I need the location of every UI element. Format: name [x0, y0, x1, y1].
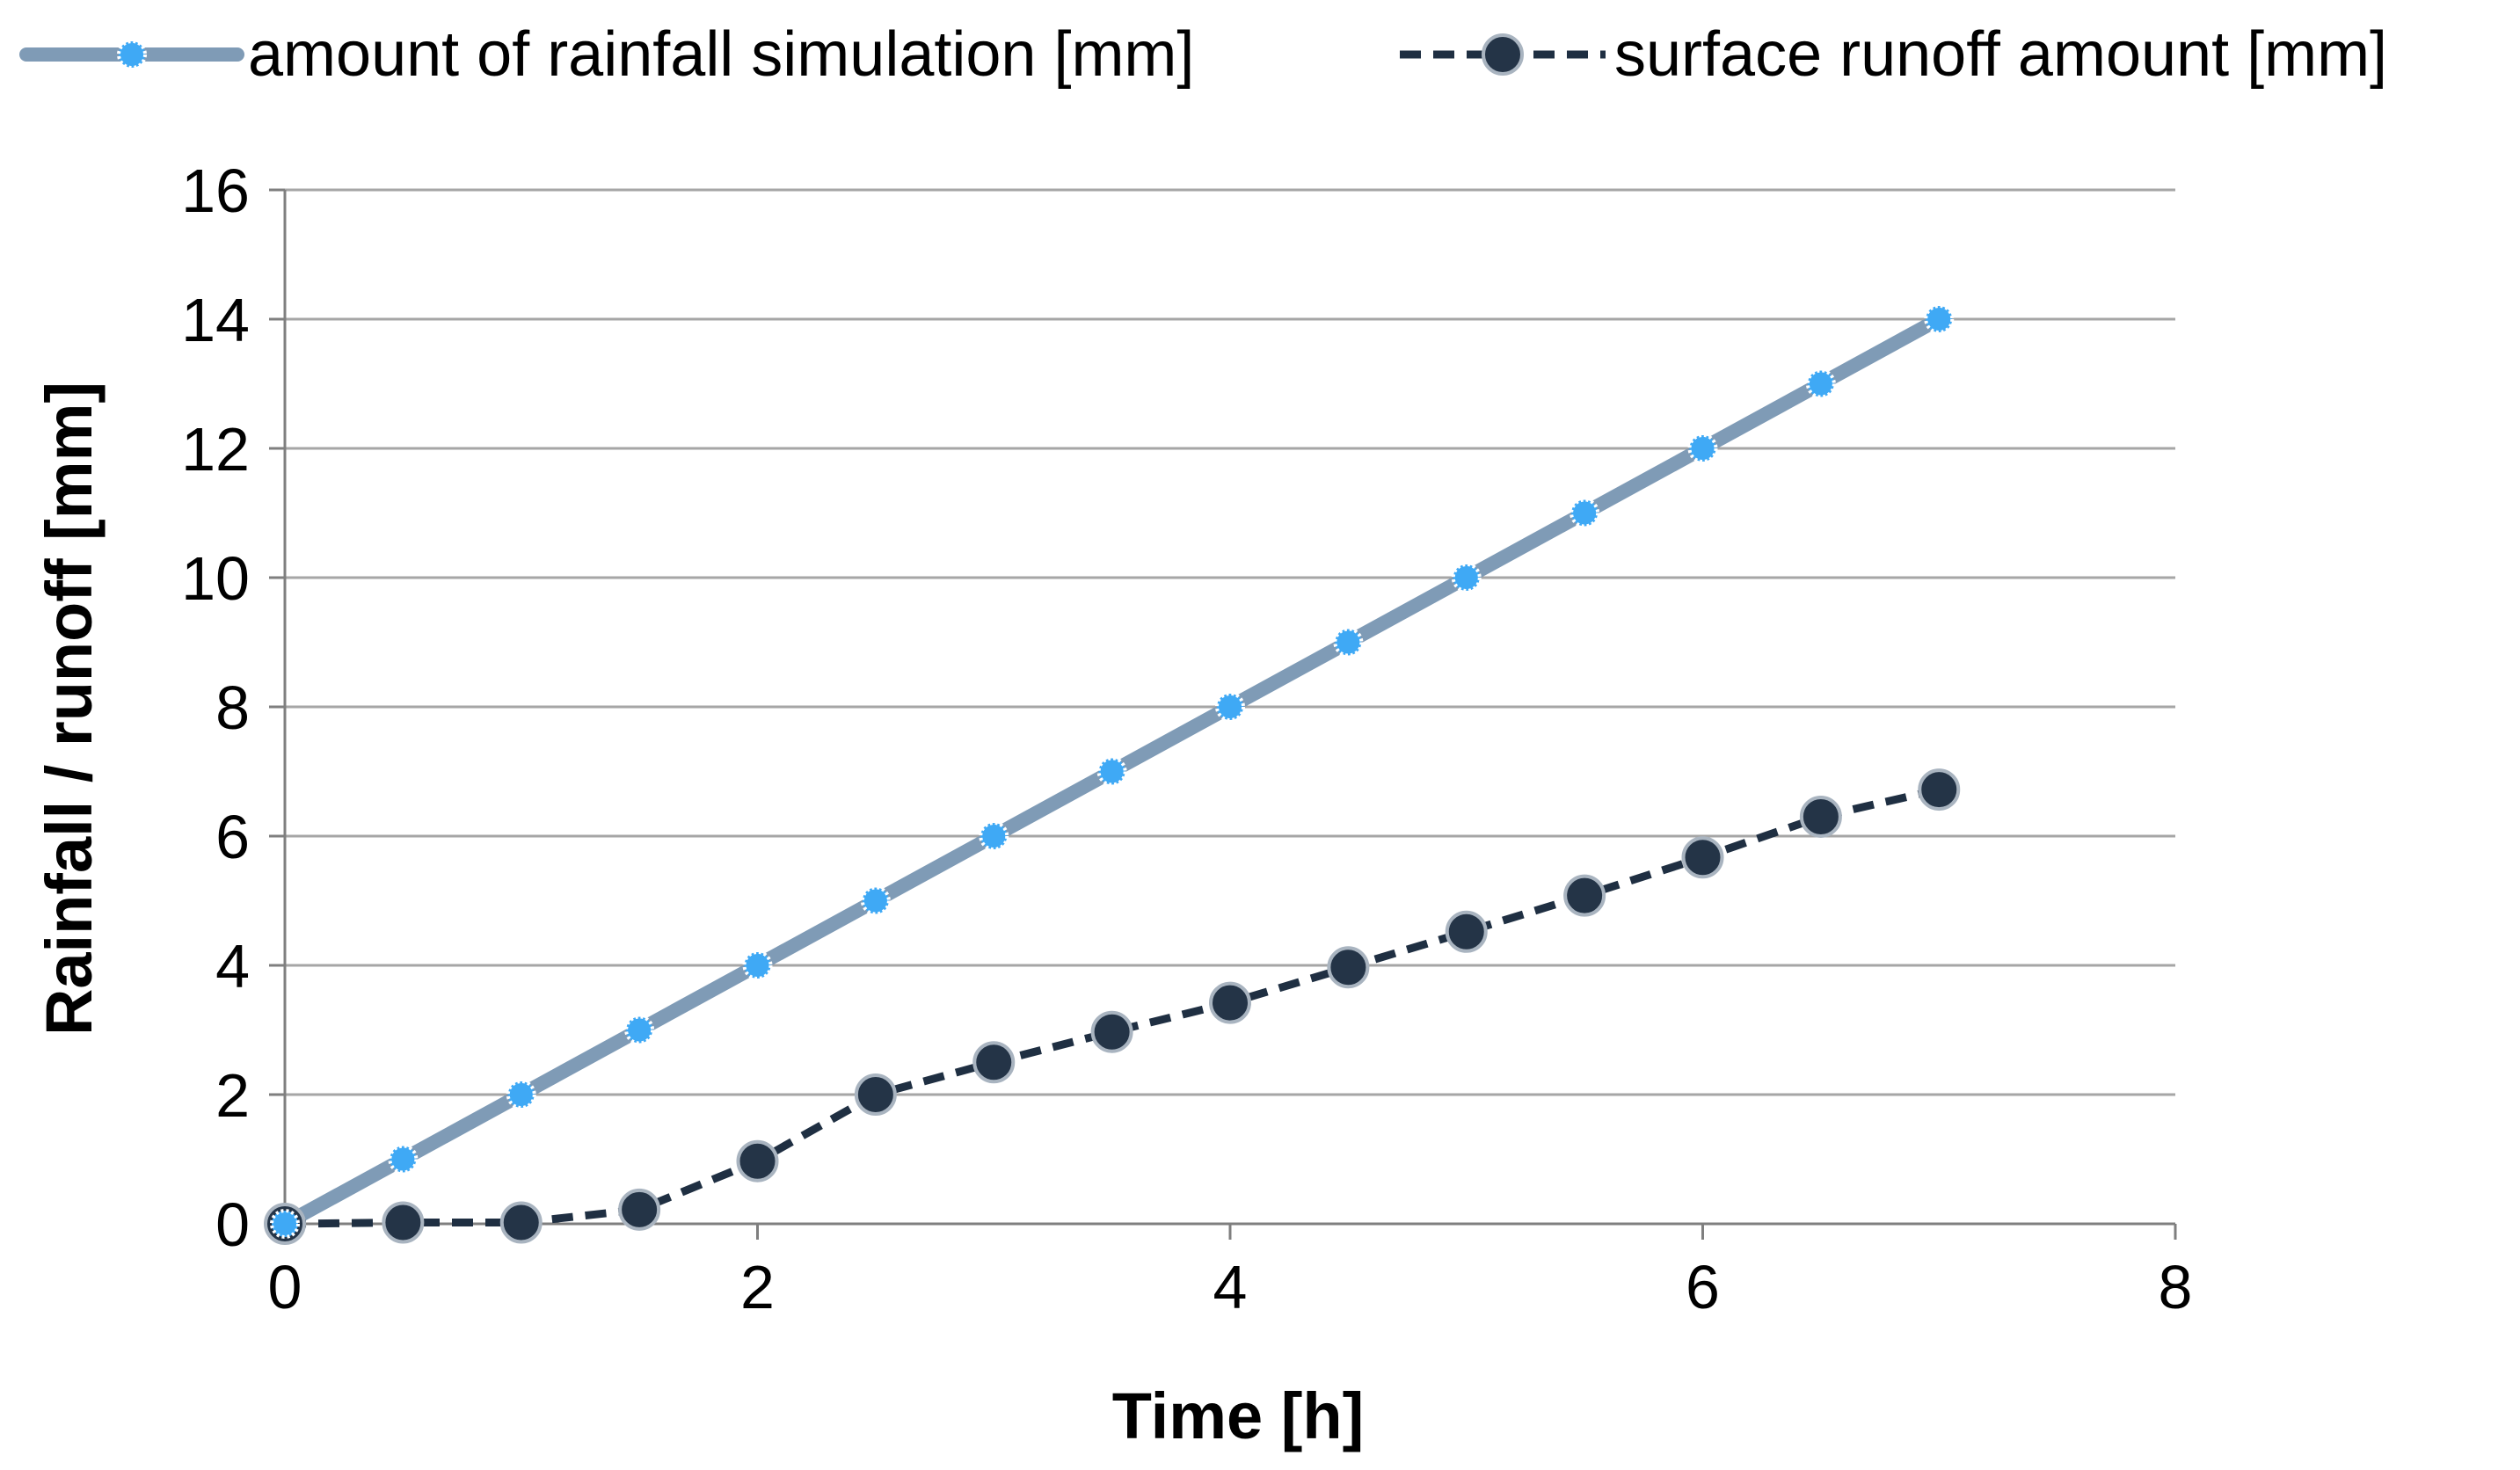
series-line-runoff — [284, 785, 1941, 1228]
point-runoff — [736, 1139, 779, 1183]
axes — [269, 188, 2177, 1240]
point-rainfall — [742, 950, 773, 980]
gridlines — [285, 188, 2175, 1096]
point-rainfall — [1570, 498, 1600, 528]
point-rainfall — [860, 885, 891, 916]
point-rainfall — [506, 1080, 536, 1110]
legend-label-rainfall: amount of rainfall simulation [mm] — [248, 19, 1194, 90]
x-tick-label: 4 — [1213, 1253, 1248, 1321]
point-runoff — [1209, 981, 1251, 1024]
y-tick-label: 10 — [181, 544, 250, 613]
tick-labels: 0 2 4 6 8 10 12 14 16 0 2 4 6 8 — [181, 156, 2192, 1321]
point-runoff — [1327, 946, 1370, 989]
x-tick-label: 0 — [268, 1253, 302, 1321]
point-runoff — [1445, 910, 1488, 953]
y-tick-label: 16 — [181, 156, 250, 225]
y-tick-label: 2 — [215, 1061, 250, 1130]
point-runoff — [972, 1041, 1016, 1084]
x-tick-label: 6 — [1686, 1253, 1720, 1321]
y-tick-label: 0 — [215, 1190, 250, 1259]
y-tick-label: 14 — [181, 286, 250, 354]
point-rainfall — [1333, 627, 1364, 658]
legend-label-runoff: surface runoff amount [mm] — [1614, 19, 2387, 90]
axis-titles: Time [h] Rainfall / runoff [mm] — [33, 382, 1364, 1452]
y-tick-label: 8 — [215, 673, 250, 742]
point-rainfall — [979, 821, 1009, 851]
legend: amount of rainfall simulation [mm] surfa… — [19, 19, 2387, 90]
x-tick-label: 2 — [740, 1253, 775, 1321]
legend-item-runoff: surface runoff amount [mm] — [1400, 19, 2387, 90]
x-axis-title: Time [h] — [1112, 1379, 1364, 1452]
legend-item-rainfall: amount of rainfall simulation [mm] — [19, 19, 1194, 90]
point-runoff — [1799, 795, 1842, 838]
point-runoff — [1681, 836, 1724, 879]
point-rainfall — [388, 1144, 419, 1175]
point-rainfall — [1924, 304, 1955, 334]
point-runoff — [499, 1201, 543, 1244]
series — [264, 304, 1961, 1245]
point-rainfall — [1451, 563, 1482, 593]
y-tick-label: 6 — [215, 803, 250, 871]
point-runoff — [1918, 768, 1961, 811]
legend-marker-rainfall — [117, 40, 147, 69]
point-runoff — [382, 1201, 425, 1244]
point-runoff — [854, 1073, 897, 1116]
point-rainfall — [624, 1015, 655, 1045]
point-runoff — [1090, 1010, 1133, 1053]
y-tick-label: 12 — [181, 415, 250, 484]
point-rainfall — [1096, 756, 1127, 787]
point-rainfall — [1215, 692, 1245, 722]
y-tick-label: 4 — [215, 932, 250, 1001]
point-runoff — [1563, 874, 1606, 917]
point-runoff — [618, 1188, 661, 1231]
point-rainfall — [270, 1209, 300, 1239]
y-axis-title: Rainfall / runoff [mm] — [33, 382, 106, 1036]
point-rainfall — [1687, 433, 1718, 463]
point-rainfall — [1805, 368, 1836, 399]
legend-marker-runoff — [1482, 33, 1524, 76]
x-tick-label: 8 — [2159, 1253, 2193, 1321]
